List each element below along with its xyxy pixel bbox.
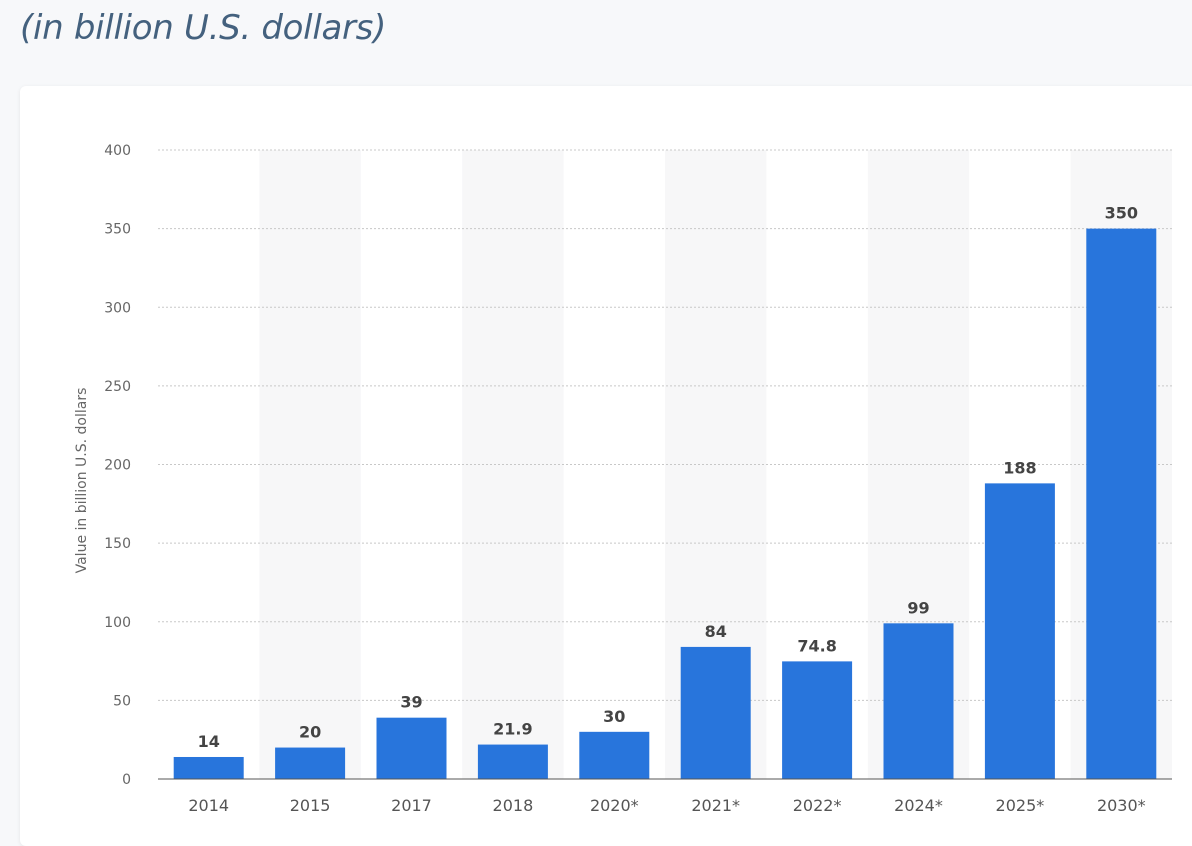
bar-2018[interactable]	[477, 744, 548, 779]
value-label: 14	[198, 732, 220, 751]
y-tick-label: 50	[113, 693, 131, 709]
value-labels: 14 20 39 21.9 30 84 74.8 99 188 350	[198, 204, 1138, 751]
y-tick-label: 200	[104, 458, 131, 474]
y-tick-label: 300	[104, 300, 131, 316]
value-label: 74.8	[797, 636, 836, 655]
x-tick-label: 2020*	[590, 796, 639, 815]
value-label: 84	[705, 622, 727, 641]
chart-card: 0 50 100 150 200 250 300 350 400 14 20 39 21.9 30 84 7…	[20, 86, 1192, 846]
x-axis-labels: 2014 2015 2017 2018 2020* 2021* 2022* 2024* 2025…	[188, 796, 1145, 815]
y-axis-ticks: 0 50 100 150 200 250 300 350 400	[104, 143, 131, 788]
y-tick-label: 350	[104, 222, 131, 238]
x-tick-label: 2018	[493, 796, 534, 815]
bar-2022[interactable]	[782, 661, 853, 779]
x-tick-label: 2024*	[894, 796, 943, 815]
x-tick-label: 2017	[391, 796, 432, 815]
value-label: 188	[1003, 458, 1036, 477]
band-3	[462, 150, 564, 779]
value-label: 99	[907, 598, 929, 617]
bar-2024[interactable]	[883, 623, 954, 779]
bars	[173, 228, 1157, 779]
x-tick-label: 2014	[188, 796, 229, 815]
x-tick-label: 2021*	[691, 796, 740, 815]
x-tick-label: 2015	[290, 796, 331, 815]
value-label: 20	[299, 723, 321, 742]
value-label: 21.9	[493, 720, 532, 739]
value-label: 30	[603, 707, 625, 726]
bar-2020[interactable]	[579, 731, 650, 779]
chart-subtitle: (in billion U.S. dollars)	[20, 8, 387, 48]
y-tick-label: 400	[104, 143, 131, 159]
x-tick-label: 2025*	[996, 796, 1045, 815]
bar-2025[interactable]	[984, 483, 1055, 779]
value-label: 39	[400, 693, 422, 712]
bar-2017[interactable]	[376, 717, 447, 779]
bar-2021[interactable]	[680, 646, 751, 779]
y-axis-label: Value in billion U.S. dollars	[74, 388, 90, 574]
y-tick-label: 100	[104, 615, 131, 631]
bar-2014[interactable]	[173, 756, 244, 779]
x-tick-label: 2022*	[793, 796, 842, 815]
bar-2015[interactable]	[275, 747, 346, 779]
bar-chart: 0 50 100 150 200 250 300 350 400 14 20 39 21.9 30 84 7…	[74, 143, 1172, 815]
y-tick-label: 0	[122, 772, 131, 788]
x-tick-label: 2030*	[1097, 796, 1146, 815]
bar-2030[interactable]	[1086, 228, 1157, 779]
y-tick-label: 250	[104, 379, 131, 395]
value-label: 350	[1105, 204, 1138, 223]
y-tick-label: 150	[104, 536, 131, 552]
